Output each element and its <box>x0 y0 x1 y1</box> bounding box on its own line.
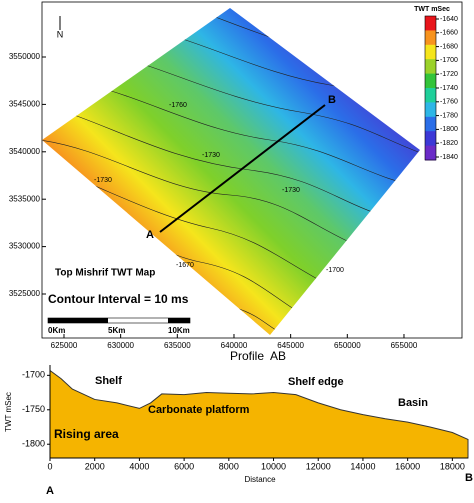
y-tick-label: -1700 <box>22 370 45 380</box>
contour-label: -1730 <box>282 187 300 194</box>
scale-bar-segment <box>168 318 190 323</box>
y-tick-label: 3525000 <box>9 289 41 298</box>
north-label: N <box>57 29 64 39</box>
x-tick-label: 640000 <box>221 341 248 350</box>
colorbar-swatch <box>425 73 436 89</box>
colorbar-swatch <box>425 131 436 147</box>
colorbar-swatch <box>425 16 436 31</box>
contour-label: -1730 <box>94 177 112 184</box>
colorbar-tick-label: -1760 <box>440 99 458 106</box>
contour-interval: Contour Interval = 10 ms <box>48 292 189 306</box>
x-tick-label: 10000 <box>261 461 286 471</box>
y-tick-label: -1750 <box>22 404 45 414</box>
profile-title: Profile AB <box>230 349 286 363</box>
x-tick-label: 16000 <box>395 461 420 471</box>
contour-label: -1700 <box>326 267 344 274</box>
y-axis-label: TWT mSec <box>4 392 13 432</box>
colorbar-tick-label: -1740 <box>440 85 458 92</box>
colorbar-tick-label: -1720 <box>440 71 458 78</box>
colorbar-tick-label: -1820 <box>440 140 458 147</box>
scale-bar-segment <box>48 318 108 323</box>
annotation: Carbonate platform <box>148 404 250 416</box>
x-tick-label: 0 <box>47 461 52 471</box>
map-surface <box>42 8 420 335</box>
profile-area <box>49 369 469 459</box>
colorbar-tick-label: -1800 <box>440 126 458 133</box>
colorbar-tick-label: -1660 <box>440 30 458 37</box>
annotation: Basin <box>398 397 428 409</box>
scale-label: 10Km <box>168 326 190 335</box>
x-tick-label: 655000 <box>391 341 418 350</box>
x-tick-label: 625000 <box>51 341 78 350</box>
scale-label: 5Km <box>108 326 125 335</box>
colorbar-swatch <box>425 145 436 161</box>
colorbar-tick-label: -1680 <box>440 43 458 50</box>
colorbar-label: TWT mSec <box>414 6 450 13</box>
x-tick-label: 630000 <box>107 341 134 350</box>
annotation: Shelf edge <box>288 376 344 388</box>
profile-end: B <box>328 94 336 106</box>
map-title: Top Mishrif TWT Map <box>55 268 155 279</box>
x-tick-label: 645000 <box>277 341 304 350</box>
annotation: Rising area <box>54 427 119 441</box>
y-tick-label: 3550000 <box>9 52 41 61</box>
colorbar-swatch <box>425 88 436 103</box>
x-tick-label: 12000 <box>306 461 331 471</box>
profile-line <box>159 104 326 233</box>
endpoint-label: B <box>465 472 473 484</box>
x-tick-label: 8000 <box>219 461 239 471</box>
x-tick-label: 14000 <box>350 461 375 471</box>
colorbar-tick-label: -1640 <box>440 16 458 23</box>
colorbar-swatch <box>425 44 436 60</box>
x-tick-label: 650000 <box>334 341 361 350</box>
profile-start: A <box>146 229 154 241</box>
y-tick-label: 3530000 <box>9 242 41 251</box>
contour-label: -1730 <box>202 152 220 159</box>
x-tick-label: 635000 <box>164 341 191 350</box>
colorbar-swatch <box>425 59 436 75</box>
colorbar-swatch <box>425 30 436 46</box>
y-tick-label: 3535000 <box>9 194 41 203</box>
colorbar-swatch <box>425 102 436 118</box>
endpoint-label: A <box>46 485 54 497</box>
contour-label: -1670 <box>176 262 194 269</box>
colorbar-tick-label: -1700 <box>440 57 458 64</box>
y-tick-label: -1800 <box>22 439 45 449</box>
colorbar-swatch <box>425 116 436 132</box>
x-tick-label: 2000 <box>85 461 105 471</box>
x-tick-label: 18000 <box>440 461 465 471</box>
scale-label: 0Km <box>48 326 65 335</box>
x-tick-label: 6000 <box>174 461 194 471</box>
y-tick-label: 3545000 <box>9 100 41 109</box>
annotation: Shelf <box>95 375 122 387</box>
y-tick-label: 3540000 <box>9 147 41 156</box>
colorbar-tick-label: -1840 <box>440 154 458 161</box>
colorbar-tick-label: -1780 <box>440 112 458 119</box>
x-tick-label: 4000 <box>129 461 149 471</box>
x-axis-label: Distance <box>244 475 276 484</box>
contour-label: -1760 <box>169 102 187 109</box>
